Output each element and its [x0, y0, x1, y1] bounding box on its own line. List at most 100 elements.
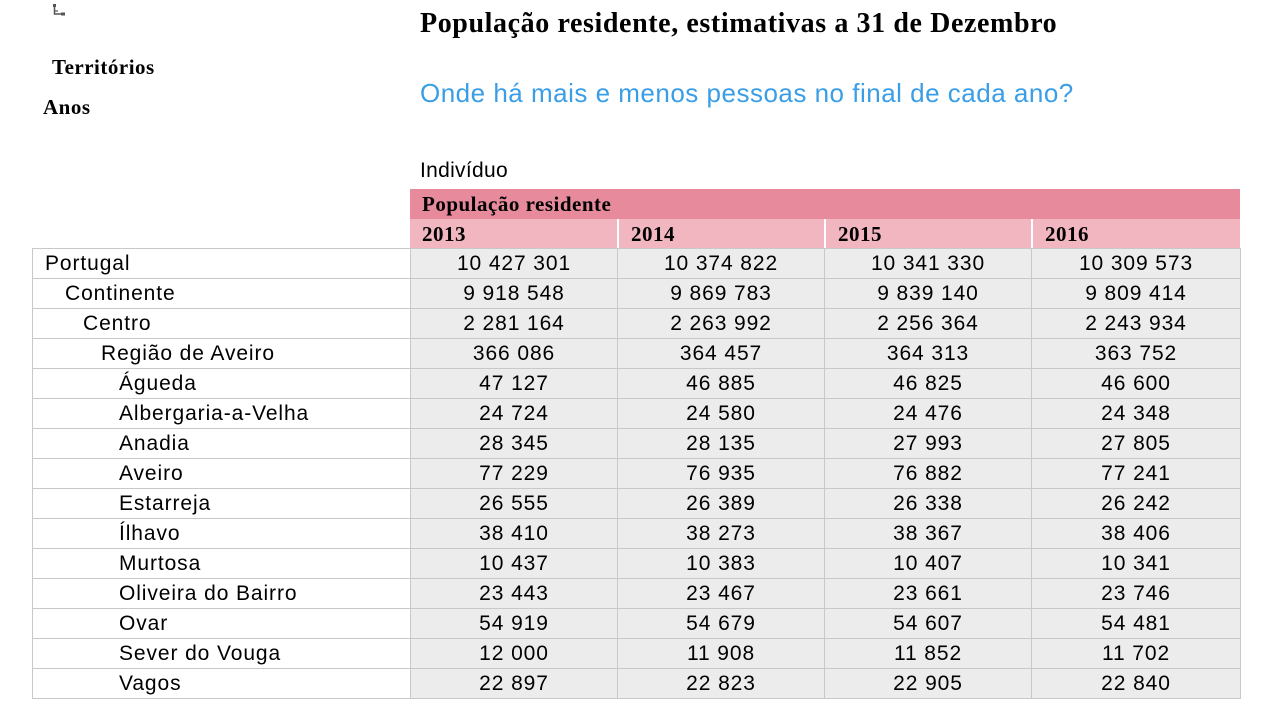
value-cell: 28 135: [617, 428, 825, 459]
row-label[interactable]: Albergaria-a-Velha: [32, 398, 411, 429]
value-cell: 27 805: [1031, 428, 1241, 459]
page-subtitle: Onde há mais e menos pessoas no final de…: [420, 78, 1074, 108]
value-cell: 9 839 140: [824, 278, 1032, 309]
value-cell: 38 367: [824, 518, 1032, 549]
value-cell: 22 823: [617, 668, 825, 699]
row-label[interactable]: Murtosa: [32, 548, 411, 579]
pivot-table-icon[interactable]: [52, 3, 78, 21]
table-row: Albergaria-a-Velha 24 724 24 580 24 476 24 3…: [32, 398, 1241, 429]
value-cell: 10 341: [1031, 548, 1241, 579]
value-cell: 27 993: [824, 428, 1032, 459]
value-cell: 24 580: [617, 398, 825, 429]
table-row: Sever do Vouga 12 000 11 908 11 852 11 702: [32, 638, 1241, 669]
row-label[interactable]: Oliveira do Bairro: [32, 578, 411, 609]
table-row: Anadia 28 345 28 135 27 993 27 805: [32, 428, 1241, 459]
value-cell: 9 809 414: [1031, 278, 1241, 309]
value-cell: 47 127: [410, 368, 618, 399]
table-row: Região de Aveiro 366 086 364 457 364 313 363…: [32, 338, 1241, 369]
row-label[interactable]: Vagos: [32, 668, 411, 699]
dimension-anos[interactable]: Anos: [43, 95, 91, 119]
value-cell: 11 702: [1031, 638, 1241, 669]
value-cell: 54 481: [1031, 608, 1241, 639]
row-label[interactable]: Centro: [32, 308, 411, 339]
value-cell: 10 427 301: [410, 248, 618, 279]
value-cell: 11 908: [617, 638, 825, 669]
value-cell: 46 600: [1031, 368, 1241, 399]
value-cell: 23 467: [617, 578, 825, 609]
value-cell: 10 309 573: [1031, 248, 1241, 279]
value-cell: 54 919: [410, 608, 618, 639]
value-cell: 76 935: [617, 458, 825, 489]
row-label[interactable]: Aveiro: [32, 458, 411, 489]
value-cell: 10 374 822: [617, 248, 825, 279]
value-cell: 54 607: [824, 608, 1032, 639]
value-cell: 2 256 364: [824, 308, 1032, 339]
table-row: Continente 9 918 548 9 869 783 9 839 140 9 8…: [32, 278, 1241, 309]
value-cell: 2 263 992: [617, 308, 825, 339]
value-cell: 23 746: [1031, 578, 1241, 609]
value-cell: 9 918 548: [410, 278, 618, 309]
value-cell: 10 383: [617, 548, 825, 579]
table-row: Ílhavo 38 410 38 273 38 367 38 406: [32, 518, 1241, 549]
unit-label: Indivíduo: [420, 159, 508, 182]
value-cell: 77 241: [1031, 458, 1241, 489]
group-header: População residente: [410, 189, 1240, 219]
value-cell: 12 000: [410, 638, 618, 669]
value-cell: 46 885: [617, 368, 825, 399]
value-cell: 364 457: [617, 338, 825, 369]
value-cell: 2 281 164: [410, 308, 618, 339]
table-row: Vagos 22 897 22 823 22 905 22 840: [32, 668, 1241, 699]
value-cell: 26 242: [1031, 488, 1241, 519]
table-row: Murtosa 10 437 10 383 10 407 10 341: [32, 548, 1241, 579]
table-row: Ovar 54 919 54 679 54 607 54 481: [32, 608, 1241, 639]
value-cell: 76 882: [824, 458, 1032, 489]
value-cell: 22 897: [410, 668, 618, 699]
row-label[interactable]: Estarreja: [32, 488, 411, 519]
row-label[interactable]: Sever do Vouga: [32, 638, 411, 669]
row-label[interactable]: Continente: [32, 278, 411, 309]
table-row: Oliveira do Bairro 23 443 23 467 23 661 23 7…: [32, 578, 1241, 609]
value-cell: 24 724: [410, 398, 618, 429]
year-header-2016[interactable]: 2016: [1031, 219, 1240, 249]
row-label[interactable]: Região de Aveiro: [32, 338, 411, 369]
year-header-2013[interactable]: 2013: [410, 219, 617, 249]
value-cell: 10 437: [410, 548, 618, 579]
value-cell: 38 273: [617, 518, 825, 549]
data-table: Portugal 10 427 301 10 374 822 10 341 330 10…: [32, 248, 1241, 699]
value-cell: 364 313: [824, 338, 1032, 369]
row-label[interactable]: Águeda: [32, 368, 411, 399]
value-cell: 11 852: [824, 638, 1032, 669]
table-row: Aveiro 77 229 76 935 76 882 77 241: [32, 458, 1241, 489]
table-row: Águeda 47 127 46 885 46 825 46 600: [32, 368, 1241, 399]
value-cell: 26 555: [410, 488, 618, 519]
value-cell: 38 410: [410, 518, 618, 549]
value-cell: 2 243 934: [1031, 308, 1241, 339]
value-cell: 22 840: [1031, 668, 1241, 699]
value-cell: 10 407: [824, 548, 1032, 579]
row-label[interactable]: Ovar: [32, 608, 411, 639]
value-cell: 363 752: [1031, 338, 1241, 369]
row-label[interactable]: Portugal: [32, 248, 411, 279]
page-title: População residente, estimativas a 31 de…: [420, 8, 1058, 39]
dimension-territorios[interactable]: Territórios: [52, 55, 155, 79]
value-cell: 22 905: [824, 668, 1032, 699]
value-cell: 46 825: [824, 368, 1032, 399]
year-header-2014[interactable]: 2014: [617, 219, 824, 249]
table-row: Estarreja 26 555 26 389 26 338 26 242: [32, 488, 1241, 519]
value-cell: 23 443: [410, 578, 618, 609]
table-row: Portugal 10 427 301 10 374 822 10 341 330 10…: [32, 248, 1241, 279]
value-cell: 24 348: [1031, 398, 1241, 429]
row-label[interactable]: Ílhavo: [32, 518, 411, 549]
value-cell: 54 679: [617, 608, 825, 639]
value-cell: 10 341 330: [824, 248, 1032, 279]
value-cell: 77 229: [410, 458, 618, 489]
year-header-2015[interactable]: 2015: [824, 219, 1031, 249]
value-cell: 366 086: [410, 338, 618, 369]
row-label[interactable]: Anadia: [32, 428, 411, 459]
value-cell: 24 476: [824, 398, 1032, 429]
value-cell: 26 338: [824, 488, 1032, 519]
value-cell: 9 869 783: [617, 278, 825, 309]
value-cell: 23 661: [824, 578, 1032, 609]
value-cell: 26 389: [617, 488, 825, 519]
value-cell: 28 345: [410, 428, 618, 459]
